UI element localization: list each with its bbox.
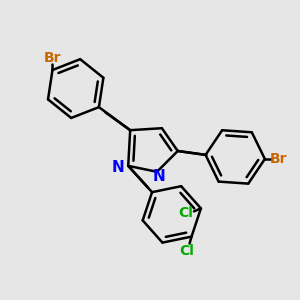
Text: Cl: Cl bbox=[178, 206, 194, 220]
Text: N: N bbox=[112, 160, 125, 175]
Text: Cl: Cl bbox=[179, 244, 194, 259]
Text: Br: Br bbox=[270, 152, 287, 166]
Text: Br: Br bbox=[44, 51, 61, 65]
Text: N: N bbox=[152, 169, 165, 184]
